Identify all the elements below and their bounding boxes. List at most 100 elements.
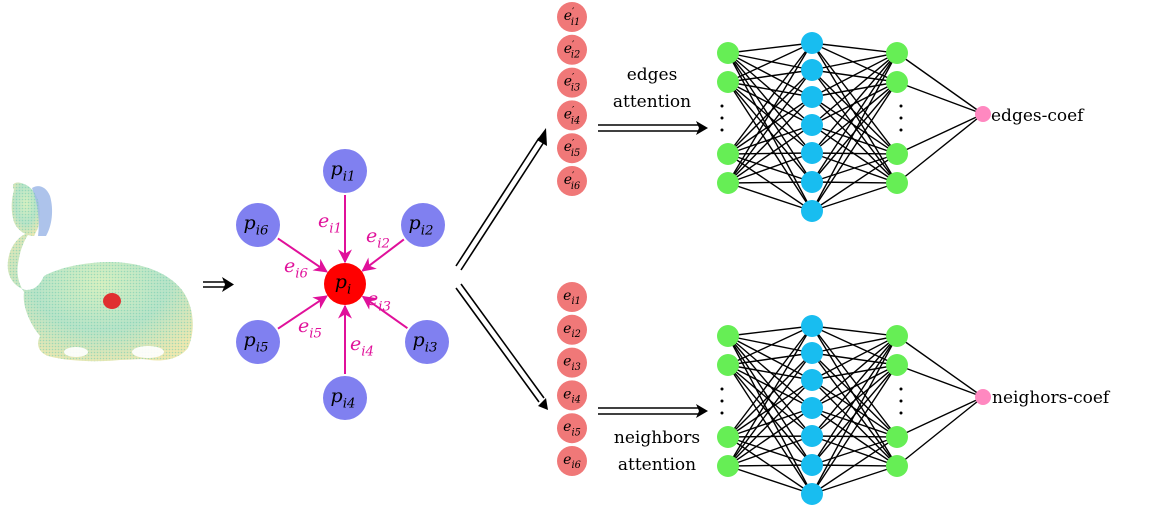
edge-features-column: ei1 ei2 ei3 ei4 ei5 ei6 — [557, 282, 587, 476]
network-connections — [727, 325, 984, 495]
connection — [896, 396, 984, 467]
connection — [727, 182, 813, 212]
input-neuron — [717, 71, 739, 93]
connection — [811, 153, 898, 183]
connection — [811, 325, 898, 467]
feature-label: ei3 — [563, 354, 581, 373]
edges-attention-label-line2: attention — [613, 92, 691, 112]
hidden-neuron — [801, 397, 823, 419]
coefficient-neuron — [975, 389, 991, 405]
hidden-neuron — [801, 315, 823, 337]
neighbor-node — [236, 203, 280, 247]
ellipsis-dot — [899, 387, 903, 391]
neighbor-node-label: pi3 — [413, 329, 438, 356]
output-neuron — [886, 143, 908, 165]
edges-attention-label-line1: edges — [627, 65, 678, 85]
connection — [811, 465, 898, 495]
center-node-label: pi — [335, 271, 351, 298]
coefficient-neuron — [975, 106, 991, 122]
edge-features-prime-column: e′ i1 e′ i2 e′ i3 e′ i4 e′ i5 e′ i6 — [557, 2, 587, 196]
connection — [727, 42, 813, 184]
neighbors-attention-label-line1: neighbors — [614, 428, 700, 448]
connection — [727, 352, 813, 366]
connection — [727, 465, 813, 495]
connection — [811, 352, 898, 438]
connection — [811, 335, 898, 495]
connection — [811, 379, 898, 438]
neighbor-node-label: pi1 — [331, 158, 356, 185]
connection — [811, 96, 898, 155]
connection — [727, 69, 813, 83]
connection — [811, 335, 898, 437]
connection — [811, 69, 898, 155]
graph-edges: ei1 ei2 ei3 ei4 ei5 ei6 — [277, 195, 408, 374]
connection — [727, 81, 813, 154]
ellipsis-dot — [720, 399, 724, 403]
feature-label: e′ i3 — [564, 72, 581, 94]
input-neuron — [717, 455, 739, 477]
connection — [727, 364, 813, 495]
feature-circle — [557, 446, 587, 476]
connection — [811, 364, 898, 495]
feature-circle — [557, 347, 587, 378]
neighbor-node — [236, 320, 280, 364]
connection — [811, 325, 898, 438]
connection — [727, 81, 813, 126]
feature-circle — [557, 282, 587, 312]
hidden-neuron — [801, 425, 823, 447]
input-neuron — [717, 354, 739, 376]
connection — [811, 325, 898, 337]
feature-circle — [557, 34, 587, 65]
feature-circle — [557, 67, 587, 98]
feature-label: e′ i2 — [564, 39, 581, 61]
feature-circle — [557, 133, 587, 164]
ellipsis-dot — [720, 411, 724, 415]
connection — [811, 52, 898, 154]
hidden-neuron — [801, 369, 823, 391]
connection — [727, 379, 813, 467]
ellipsis-dot — [899, 411, 903, 415]
connection — [811, 42, 898, 155]
hidden-neuron — [801, 32, 823, 54]
hidden-neuron — [801, 454, 823, 476]
graph-nodes: pi1 pi2 pi3 pi4 pi5 pi6 pi — [236, 149, 449, 420]
neighbors-attention-label-line2: attention — [618, 455, 696, 475]
hidden-neuron — [801, 483, 823, 505]
output-neuron — [886, 172, 908, 194]
connection — [896, 364, 984, 398]
feature-label: ei5 — [563, 419, 581, 438]
output-neuron — [886, 426, 908, 448]
hidden-neuron — [801, 114, 823, 136]
branch-arrow-up — [455, 128, 547, 271]
connection — [727, 364, 813, 381]
feature-label: ei6 — [563, 452, 581, 471]
feature-label: e′ i1 — [564, 6, 581, 28]
connection — [896, 396, 984, 438]
connection — [811, 42, 898, 54]
connection — [727, 81, 813, 183]
neighbor-node-label: pi2 — [409, 212, 434, 239]
feature-label: ei1 — [563, 288, 581, 307]
edges-coef-label: edges-coef — [991, 106, 1085, 126]
connection — [727, 407, 813, 467]
connection — [811, 52, 898, 71]
connection — [811, 335, 898, 381]
feature-label: ei4 — [563, 386, 581, 405]
connection — [811, 152, 898, 155]
ellipsis-dot — [720, 104, 724, 108]
input-neuron — [717, 426, 739, 448]
hidden-neuron — [801, 171, 823, 193]
edge-label: ei1 — [318, 210, 342, 237]
connection — [896, 52, 984, 115]
hidden-neuron — [801, 342, 823, 364]
connection — [727, 435, 813, 467]
connection — [727, 325, 813, 366]
edge-arrow — [361, 238, 405, 272]
input-neuron — [717, 325, 739, 347]
connection — [727, 325, 813, 467]
connection — [727, 81, 813, 212]
connection — [811, 124, 898, 155]
edge-arrow — [277, 295, 328, 330]
feature-circle — [557, 100, 587, 131]
